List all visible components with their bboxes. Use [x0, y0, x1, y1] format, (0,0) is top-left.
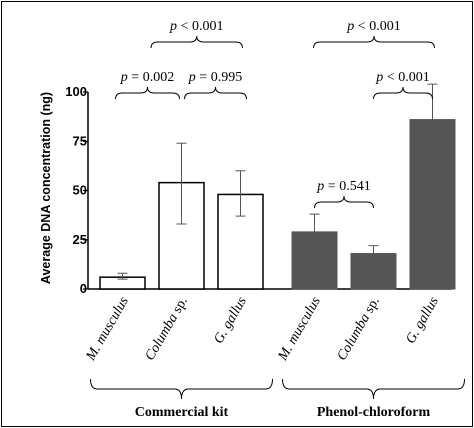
- comparison-brace: [373, 86, 433, 100]
- y-tick-label: 0: [80, 281, 87, 296]
- y-axis-title: Average DNA concentration (ng): [39, 92, 53, 284]
- y-tick-label: 75: [73, 133, 87, 148]
- group-brace: [90, 378, 273, 400]
- group-labels-group: Commercial kit Phenol-chloroform: [90, 378, 465, 420]
- y-tick-label: 50: [73, 183, 87, 198]
- group-label: Phenol-chloroform: [317, 405, 431, 420]
- y-tick-label: 100: [65, 84, 87, 99]
- comparison-brace: [115, 86, 180, 100]
- p-value-label: p = 0.995: [188, 70, 242, 85]
- y-tick-label: 25: [73, 232, 87, 247]
- comparison-brace: [184, 86, 247, 100]
- error-bars-group: [117, 83, 438, 280]
- comparison-brace: [314, 195, 374, 209]
- group-label: Commercial kit: [135, 405, 229, 420]
- comparisons-group: p < 0.001 p = 0.002 p = 0.995 p < 0.001 p < …: [115, 19, 435, 209]
- group-brace: [282, 378, 465, 400]
- p-value-label: p < 0.001: [346, 19, 400, 34]
- p-value-label: p < 0.001: [375, 70, 429, 85]
- comparison-brace: [313, 35, 435, 49]
- bar: [350, 253, 397, 290]
- p-value-label: p = 0.002: [120, 70, 174, 85]
- comparison-brace: [150, 35, 243, 49]
- p-value-label: p = 0.541: [316, 179, 370, 194]
- p-value-label: p < 0.001: [169, 19, 223, 34]
